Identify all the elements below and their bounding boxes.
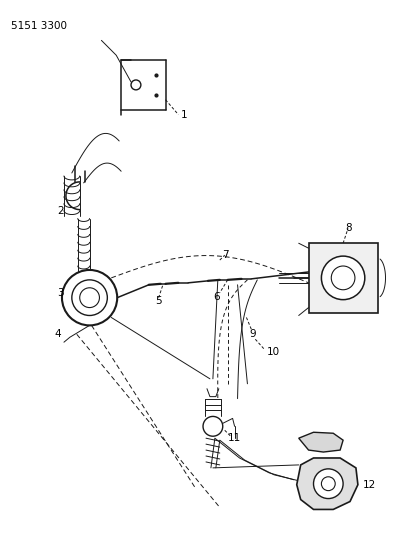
- Text: 1: 1: [180, 110, 187, 119]
- Text: 3: 3: [57, 288, 63, 298]
- Text: 7: 7: [221, 250, 228, 260]
- Text: 8: 8: [344, 223, 351, 233]
- Circle shape: [330, 266, 354, 290]
- Text: 9: 9: [249, 329, 255, 340]
- Circle shape: [72, 280, 107, 316]
- Text: 10: 10: [267, 347, 280, 357]
- Polygon shape: [298, 432, 342, 452]
- Polygon shape: [296, 458, 357, 510]
- Text: 5151 3300: 5151 3300: [11, 21, 67, 30]
- Circle shape: [131, 80, 141, 90]
- Text: 12: 12: [362, 480, 375, 490]
- Text: 11: 11: [227, 433, 240, 443]
- Circle shape: [62, 270, 117, 325]
- Circle shape: [79, 288, 99, 308]
- Text: 4: 4: [54, 329, 61, 340]
- FancyBboxPatch shape: [308, 243, 377, 312]
- Circle shape: [313, 469, 342, 498]
- Circle shape: [321, 477, 335, 491]
- Circle shape: [202, 416, 222, 436]
- Circle shape: [321, 256, 364, 300]
- Text: 2: 2: [57, 206, 63, 216]
- Text: 6: 6: [212, 292, 219, 302]
- Text: 5: 5: [155, 296, 162, 306]
